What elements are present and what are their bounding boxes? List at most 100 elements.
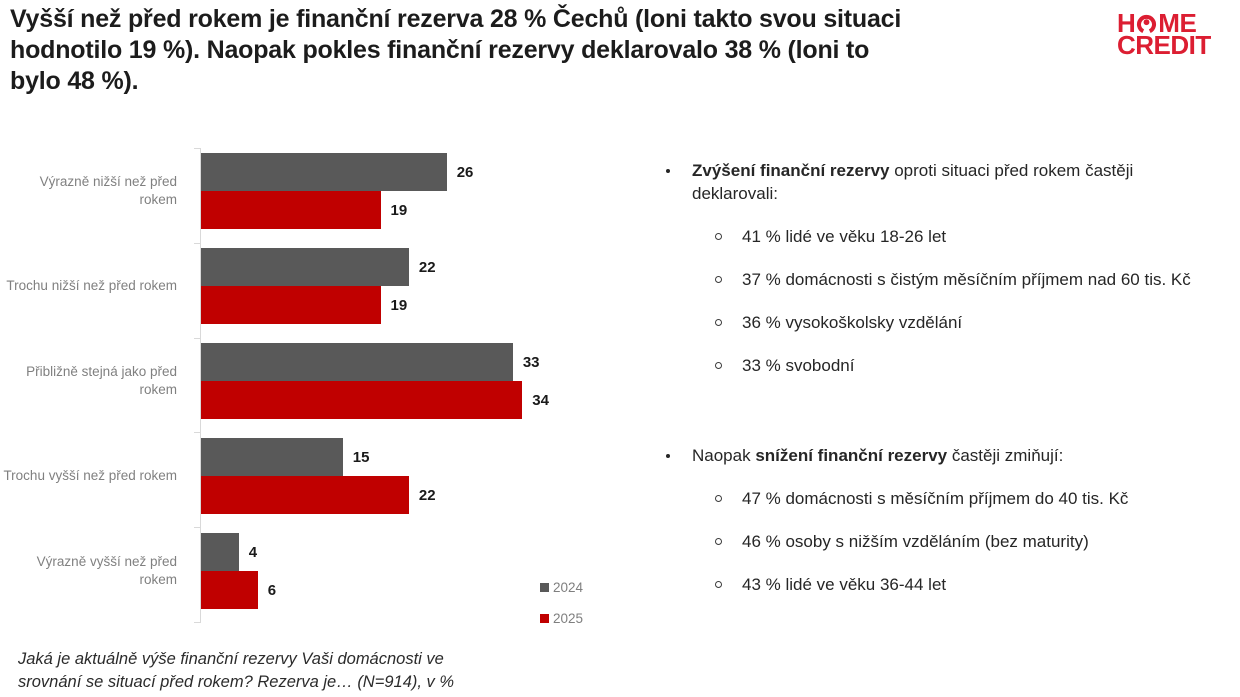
bar-row-2024: 4 [201,533,276,571]
logo-line-credit: CREDIT [1117,30,1229,60]
value-label: 19 [390,296,408,314]
sub-bullet-item: 47 % domácnosti s měsíčním příjmem do 40… [715,488,1225,510]
footnote-line: Jaká je aktuálně výše finanční rezervy V… [18,650,444,668]
bullet-item-increase: Zvýšení finanční rezervy oproti situaci … [664,159,1224,205]
bar-2025 [201,191,381,229]
company-logo: H ME CREDIT [1117,8,1229,60]
bar-row-2025: 22 [201,476,436,514]
bar-row-2024: 33 [201,343,549,381]
bar-2024 [201,153,447,191]
value-label: 6 [267,581,277,599]
survey-question-footnote: Jaká je aktuálně výše finanční rezervy V… [18,648,454,694]
value-label: 22 [418,486,436,504]
sub-bullet-item: 33 % svobodní [715,355,1225,377]
logo-text: ME [1158,8,1197,38]
page-title: Vyšší než před rokem je finanční rezerva… [10,4,1100,97]
sub-bullet-text: 47 % domácnosti s měsíčním příjmem do 40… [742,489,1129,508]
bullet-icon [666,454,670,458]
chart-legend: 2024 2025 [540,580,583,642]
page-title-line: Vyšší než před rokem je finanční rezerva… [10,5,902,33]
circle-bullet-icon [715,276,722,283]
sub-bullet-item: 41 % lidé ve věku 18-26 let [715,226,1225,248]
sub-bullet-item: 36 % vysokoškolsky vzdělání [715,312,1225,334]
bullet-text-pre: Naopak [692,446,756,465]
circle-bullet-icon [715,319,722,326]
bar-2024 [201,343,513,381]
category-label: Přibližně stejná jako před rokem [26,364,177,397]
circle-bullet-icon [715,538,722,545]
bar-2024 [201,248,409,286]
legend-item-2024: 2024 [540,579,584,595]
circle-bullet-icon [715,581,722,588]
bar-2025 [201,381,523,419]
bar-row-2024: 15 [201,438,436,476]
value-label: 15 [352,448,370,466]
circle-bullet-icon [715,495,722,502]
axis-tick [194,148,201,149]
category-label: Trochu nižší než před rokem [6,278,177,293]
bar-group: 22 19 [201,248,436,324]
legend-swatch-2025 [540,613,549,623]
category-label: Trochu vyšší než před rokem [3,468,177,483]
bullet-text-rest: častěji zmiňují: [947,446,1064,465]
value-label: 22 [418,258,436,276]
y-axis-line [200,148,201,622]
value-label: 34 [532,391,549,409]
category-label: Výrazně vyšší než před rokem [36,554,177,587]
axis-tick [194,432,201,433]
sub-bullet-item: 37 % domácnosti s čistým měsíčním příjme… [715,269,1225,291]
bar-2025 [201,286,381,324]
bar-row-2024: 22 [201,248,436,286]
value-label: 4 [248,543,258,561]
sub-bullet-item: 46 % osoby s nižším vzděláním (bez matur… [715,531,1225,553]
bar-group: 4 6 [201,533,276,609]
axis-tick [194,243,201,244]
category-label: Výrazně nižší než před rokem [39,174,177,207]
bar-2024 [201,533,239,571]
bar-row-2025: 34 [201,381,549,419]
bullet-icon [666,169,670,173]
legend-label: 2024 [553,579,584,595]
sub-bullet-text: 37 % domácnosti s čistým měsíčním příjme… [742,270,1191,289]
axis-tick [194,527,201,528]
bullet-text: Naopak snížení finanční rezervy častěji … [692,444,1212,467]
logo-text: H [1117,8,1136,38]
bullet-text-bold: snížení finanční rezervy [755,446,948,465]
axis-tick [194,622,201,623]
circle-bullet-icon [715,362,722,369]
sub-bullet-text: 43 % lidé ve věku 36-44 let [742,575,947,594]
bar-group: 26 19 [201,153,473,229]
bar-row-2025: 6 [201,571,276,609]
bullet-text: Zvýšení finanční rezervy oproti situaci … [692,159,1212,205]
value-label: 19 [390,201,408,219]
page-title-line: hodnotilo 19 %). Naopak pokles finanční … [10,36,870,64]
sub-bullet-item: 43 % lidé ve věku 36-44 let [715,574,1225,596]
value-label: 33 [522,353,540,371]
bar-group: 15 22 [201,438,436,514]
home-o-icon [1137,14,1157,33]
legend-swatch-2024 [540,582,549,592]
bullet-item-decrease: Naopak snížení finanční rezervy častěji … [664,444,1224,467]
legend-label: 2025 [553,610,584,626]
legend-item-2025: 2025 [540,610,584,626]
sub-bullet-text: 46 % osoby s nižším vzděláním (bez matur… [742,532,1089,551]
sub-bullet-text: 36 % vysokoškolsky vzdělání [742,313,963,332]
circle-bullet-icon [715,233,722,240]
bar-2025 [201,571,258,609]
logo-line-home: H ME [1117,8,1229,38]
page-title-line: bylo 48 %). [10,67,139,95]
bar-row-2024: 26 [201,153,473,191]
bar-row-2025: 19 [201,286,436,324]
bar-row-2025: 19 [201,191,473,229]
sub-bullet-text: 33 % svobodní [742,356,855,375]
value-label: 26 [456,163,474,181]
axis-tick [194,338,201,339]
bar-2025 [201,476,409,514]
bullet-text-bold: Zvýšení finanční rezervy [692,161,890,180]
footnote-line: srovnání se situací před rokem? Rezerva … [18,673,455,691]
bar-group: 33 34 [201,343,549,419]
sub-bullet-text: 41 % lidé ve věku 18-26 let [742,227,947,246]
bullet-text-rest: oproti situaci před rokem častěji deklar… [692,161,1134,203]
logo-text: CREDIT [1117,30,1211,60]
bar-2024 [201,438,343,476]
